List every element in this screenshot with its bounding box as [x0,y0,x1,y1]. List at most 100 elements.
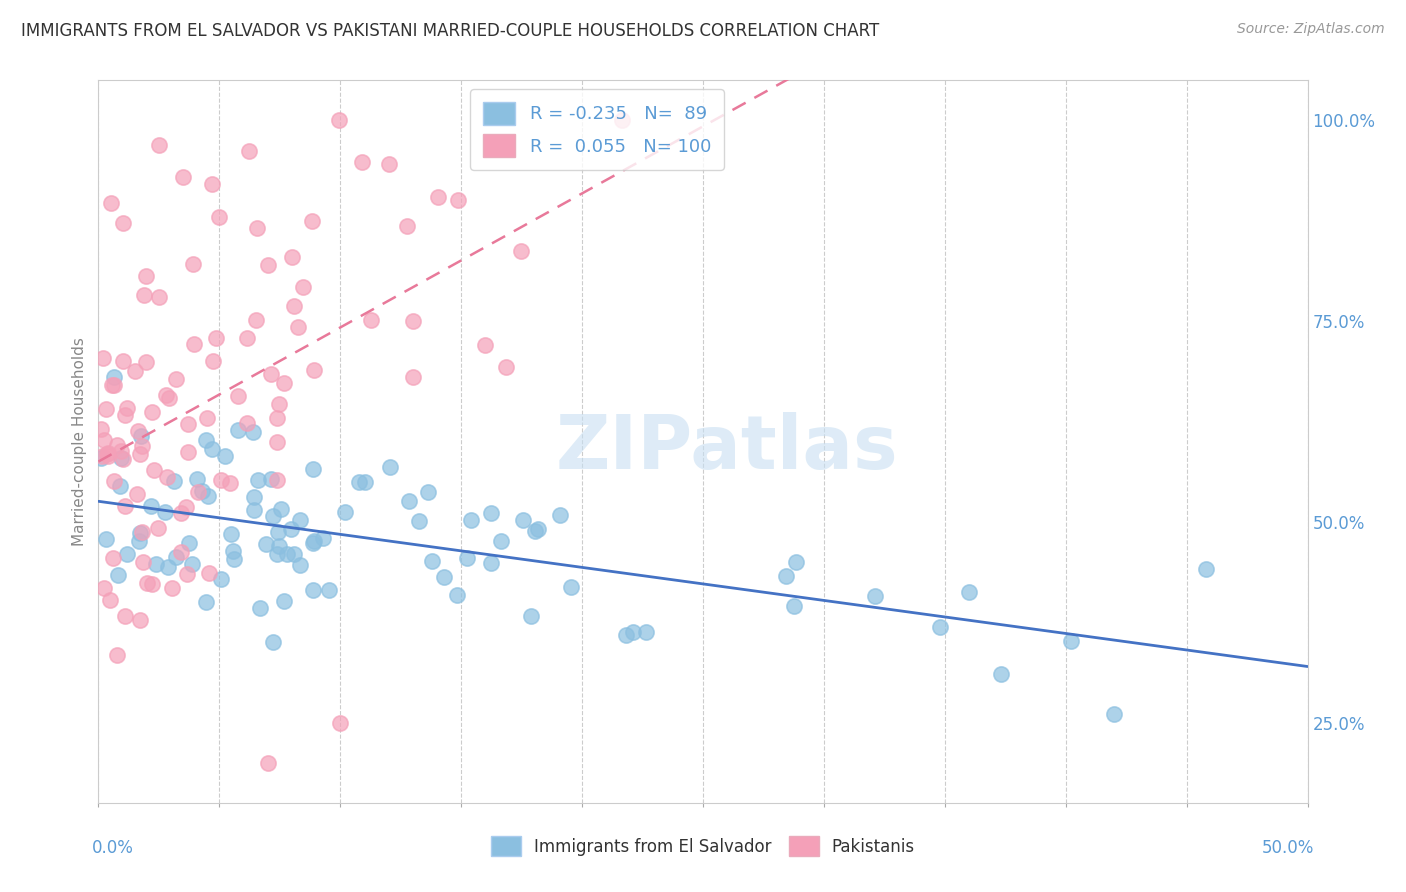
Point [197,566,219,580]
Point [287,319,309,334]
Point [132,555,155,569]
Point [267,539,290,553]
Point [266,524,288,539]
Point [353,475,375,489]
Point [957,584,980,599]
Point [187,484,209,499]
Point [131,525,153,540]
Point [170,545,193,559]
Point [273,593,295,607]
Point [262,635,284,649]
Point [93,582,115,596]
Point [179,536,201,550]
Point [176,566,198,581]
Point [520,608,543,623]
Text: Source: ZipAtlas.com: Source: ZipAtlas.com [1237,22,1385,37]
Point [101,378,124,392]
Point [446,588,468,602]
Point [273,376,295,390]
Point [302,462,325,476]
Point [145,557,167,571]
Point [103,474,125,488]
Point [281,250,304,264]
Point [194,595,217,609]
Point [97,449,120,463]
Point [283,299,305,313]
Point [90,422,112,436]
Point [114,608,136,623]
Point [96,447,118,461]
Point [524,524,547,538]
Point [260,367,283,381]
Point [135,268,157,283]
Point [129,429,152,443]
Point [165,372,187,386]
Text: 0.0%: 0.0% [93,839,134,857]
Point [238,144,260,158]
Point [245,221,267,235]
Point [621,625,644,640]
Point [153,505,176,519]
Point [222,552,245,566]
Point [352,155,374,169]
Point [200,177,222,191]
Point [127,424,149,438]
Point [395,219,418,234]
Point [96,402,118,417]
Point [301,214,323,228]
Point [380,459,402,474]
Point [214,449,236,463]
Point [929,620,952,634]
Point [155,388,177,402]
Point [226,389,249,403]
Point [456,551,478,566]
Point [174,500,197,515]
Point [243,503,266,517]
Point [181,558,204,572]
Point [103,370,125,384]
Point [209,572,232,586]
Point [110,444,132,458]
Point [1060,634,1083,648]
Point [302,535,325,549]
Point [288,513,311,527]
Point [108,479,131,493]
Point [526,522,548,536]
Point [128,534,150,549]
Point [114,499,136,513]
Point [191,484,214,499]
Point [304,363,326,377]
Point [136,576,159,591]
Point [512,513,534,527]
Point [481,506,503,520]
Point [124,364,146,378]
Point [254,537,277,551]
Point [177,445,200,459]
Point [93,433,115,447]
Point [208,210,231,224]
Point [181,257,204,271]
Point [163,475,186,489]
Point [1195,562,1218,576]
Point [398,494,420,508]
Point [1102,707,1125,722]
Point [110,451,132,466]
Point [266,473,288,487]
Point [170,506,193,520]
Point [117,401,139,415]
Point [115,547,138,561]
Point [98,592,121,607]
Point [283,547,305,561]
Point [302,583,325,598]
Point [267,396,290,410]
Point [129,613,152,627]
Point [157,391,180,405]
Point [312,531,335,545]
Text: 50.0%: 50.0% [1261,839,1313,857]
Point [105,648,128,662]
Point [103,377,125,392]
Point [146,521,169,535]
Point [219,527,242,541]
Point [195,410,218,425]
Point [495,360,517,375]
